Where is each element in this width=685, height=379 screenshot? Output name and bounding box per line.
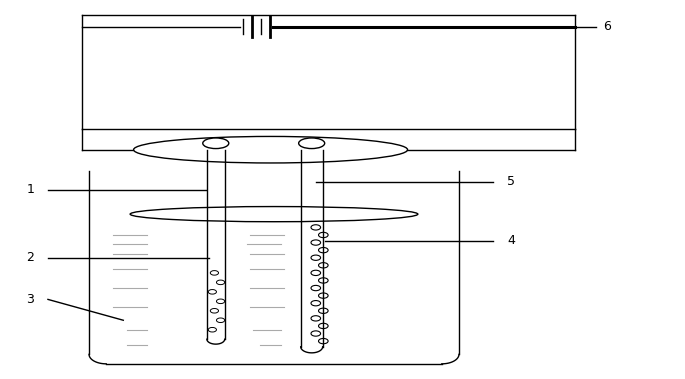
Text: 1: 1 bbox=[27, 183, 34, 196]
Text: 2: 2 bbox=[27, 251, 34, 264]
Text: 4: 4 bbox=[507, 234, 514, 247]
Text: 3: 3 bbox=[27, 293, 34, 306]
Text: 6: 6 bbox=[603, 20, 610, 33]
Ellipse shape bbox=[203, 138, 229, 149]
Ellipse shape bbox=[130, 207, 418, 222]
Text: 5: 5 bbox=[507, 175, 515, 188]
Ellipse shape bbox=[299, 138, 325, 149]
Ellipse shape bbox=[134, 136, 408, 163]
